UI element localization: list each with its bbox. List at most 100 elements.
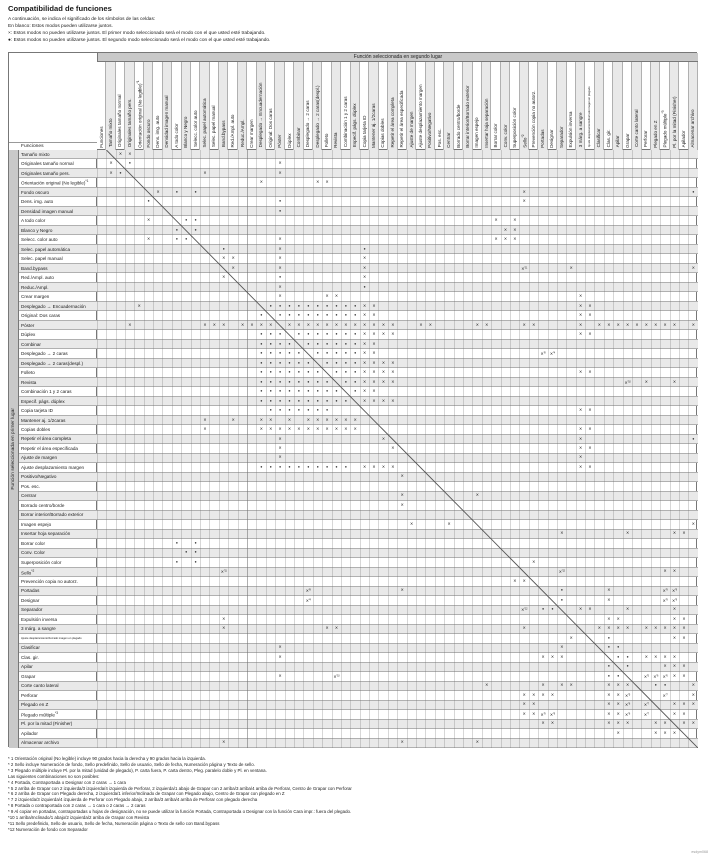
cell-mark-18-17: ●: [260, 313, 263, 318]
col-header-61: Pl. por la mitad (Finisher): [669, 61, 680, 150]
cell-mark-62-61: ×: [673, 730, 676, 737]
cell-mark-29-24: ×: [325, 417, 329, 424]
cell-mark-24-28: ×: [363, 369, 367, 376]
footnote-line: * 3 Plegado múltiple incluye Pl. por la …: [8, 767, 267, 773]
row-label-47: Portadas: [18, 586, 97, 597]
cell-mark-23-17: ●: [260, 360, 263, 365]
row-label-33: Ajuste de margen: [18, 453, 97, 464]
cell-mark-19-28: ×: [363, 322, 367, 329]
cell-mark-49-61: ×: [673, 606, 676, 613]
cell-mark-29-23: ×: [316, 417, 320, 424]
cell-mark-58-47: ×: [541, 692, 545, 699]
row-label-62: Apilador: [18, 729, 97, 739]
cell-mark-7-19: ●: [279, 208, 282, 213]
cell-mark-3-2: ●: [119, 170, 122, 175]
col-header-18: Original: Dos caras: [266, 61, 276, 150]
row-label-16: Crear margen: [18, 292, 97, 302]
cell-mark-18-52: ×: [588, 312, 592, 319]
cell-mark-23-21: ●: [297, 360, 300, 365]
cell-mark-21-22: ●: [307, 341, 310, 346]
cell-mark-29-11: ×: [203, 417, 207, 424]
cell-mark-19-12: ×: [212, 322, 216, 329]
row-label-45: Sello*2: [18, 567, 97, 578]
col-header-7: Densidad imagen manual: [162, 61, 173, 150]
cell-mark-25-22: ●: [307, 379, 310, 384]
cell-mark-17-26: ●: [344, 303, 347, 308]
col-header-53: Clasificar: [594, 61, 605, 150]
row-label-11: Selec. papel automática: [18, 244, 97, 255]
col-header-13: Band.bypass: [219, 61, 229, 150]
col-header-12: Selec. papel manual: [210, 61, 220, 150]
cell-mark-21-28: ×: [363, 341, 367, 348]
cell-mark-27-22: ●: [307, 398, 310, 403]
col-header-20: Dúplex: [285, 61, 295, 150]
cell-mark-16-51: ×: [579, 293, 583, 300]
cell-mark-48-22: ×*4: [305, 598, 311, 605]
cell-mark-26-25: ●: [335, 389, 338, 394]
cell-mark-30-27: ×: [353, 426, 357, 433]
row-label-30: Copias dobles: [18, 425, 97, 435]
cell-mark-34-23: ●: [316, 465, 319, 470]
cell-mark-57-59: ●: [654, 683, 657, 688]
col-header-42: Borrar color: [491, 61, 501, 150]
cell-mark-18-27: ●: [354, 313, 357, 318]
footnote-line: *12 Numeración de fondo con Separador: [8, 826, 88, 832]
cell-mark-22-19: ●: [279, 351, 282, 356]
cell-mark-25-23: ●: [316, 379, 319, 384]
cell-mark-57-55: ×: [616, 682, 620, 689]
cell-mark-17-29: ×: [372, 303, 376, 310]
cell-mark-19-61: ×: [673, 322, 676, 329]
cell-mark-23-24: ●: [325, 360, 329, 365]
cell-mark-54-56: ●: [626, 655, 629, 660]
cell-mark-28-51: ×: [579, 407, 583, 414]
row-label-35: Positivo/Negativo: [18, 472, 97, 483]
cell-mark-24-23: ●: [316, 370, 319, 375]
cell-mark-51-45: ×: [522, 625, 526, 632]
page-title: Compatibilidad de funciones: [8, 4, 112, 13]
cell-mark-27-31: ×: [391, 398, 395, 405]
cell-mark-45-49: ×*12: [558, 569, 565, 576]
cell-mark-31-19: ×: [278, 436, 282, 442]
cell-mark-41-61: ×: [673, 530, 676, 537]
cell-mark-20-19: ●: [279, 332, 282, 337]
cell-mark-59-55: ×: [616, 701, 620, 708]
cell-mark-58-56: ×*5: [625, 693, 630, 700]
row-label-3: Originales tamaño pers.: [18, 168, 97, 179]
cell-mark-28-20: ●: [288, 408, 291, 413]
row-label-49: Separador: [18, 605, 97, 616]
cell-mark-23-20: ●: [288, 360, 291, 365]
cell-mark-34-28: ×: [363, 464, 367, 471]
cell-mark-30-52: ×: [588, 426, 592, 433]
col-header-24: Folleto: [322, 61, 332, 150]
cell-mark-23-26: ●: [344, 360, 347, 365]
cell-mark-19-46: ×: [532, 322, 536, 329]
row-label-55: Apilar: [18, 662, 97, 673]
cell-mark-60-56: ×*6: [625, 712, 630, 719]
cell-mark-41-62: ×: [682, 530, 686, 537]
row-label-37: Centrar: [18, 491, 97, 502]
cell-mark-10-8: ●: [175, 237, 178, 242]
col-header-45: Sello*2: [519, 61, 529, 150]
cell-mark-47-49: ●: [560, 588, 563, 593]
cell-mark-24-31: ×: [391, 369, 395, 376]
cell-mark-19-51: ×: [579, 322, 583, 329]
cell-mark-5-45: ×: [522, 189, 526, 196]
row-label-63: Almacenar archivo: [18, 738, 97, 748]
cell-mark-20-23: ●: [316, 332, 319, 337]
cell-mark-17-23: ●: [316, 303, 319, 308]
cell-mark-25-21: ●: [297, 379, 300, 384]
cell-mark-31-51: ×: [579, 436, 583, 442]
cell-mark-59-63: ×: [691, 701, 695, 708]
cell-mark-25-27: ●: [354, 379, 357, 384]
footnote-line: * 2 Sello incluye Numeración de fondo, S…: [8, 761, 255, 767]
cell-mark-24-52: ×: [588, 369, 592, 376]
cell-mark-63-40: ×: [475, 739, 479, 746]
diagonal-line: [106, 150, 698, 748]
cell-mark-21-19: ●: [279, 341, 282, 346]
col-header-21: Combinar: [294, 61, 304, 150]
cell-mark-18-28: ×: [363, 312, 367, 319]
row-label-57: Corte canto lateral: [18, 681, 97, 692]
cell-mark-58-46: ×: [532, 692, 536, 699]
cell-mark-19-11: ×: [203, 322, 207, 329]
cell-mark-34-52: ×: [588, 464, 592, 471]
